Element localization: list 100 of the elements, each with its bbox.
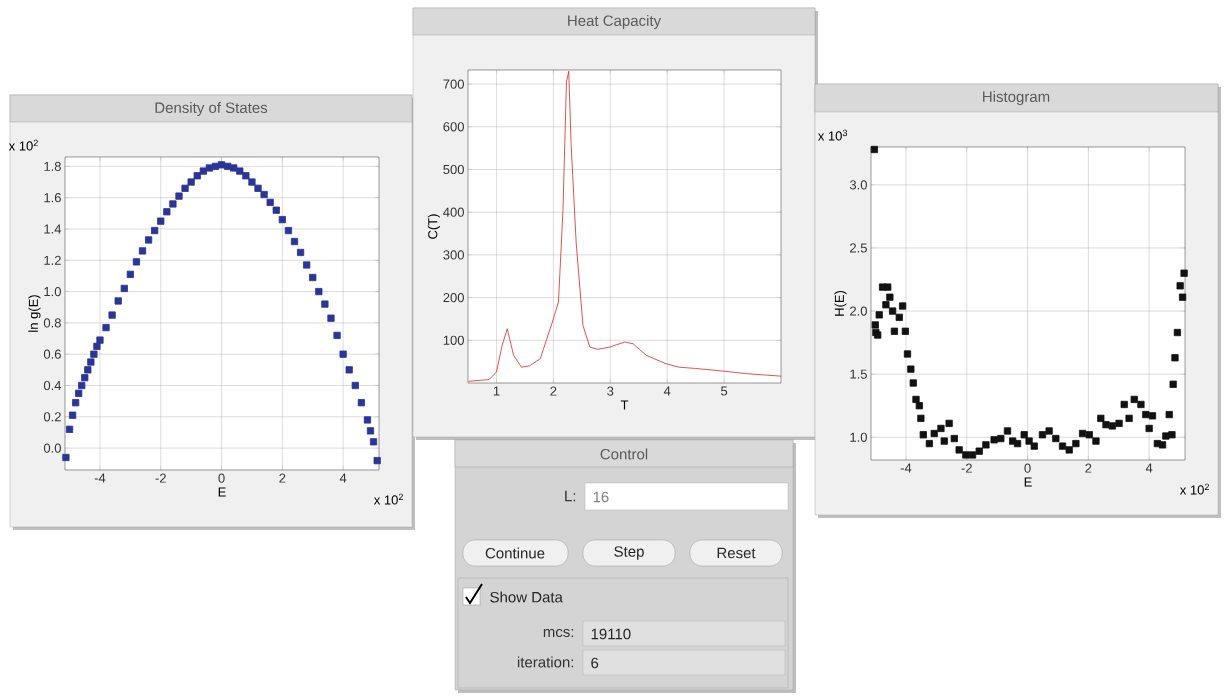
- point: [272, 206, 280, 214]
- y-tick-label: 1.0: [850, 432, 867, 442]
- y-tick-label: 1.8: [44, 161, 61, 171]
- point: [114, 297, 122, 305]
- x-tick-label: 2: [1085, 463, 1092, 473]
- point: [132, 258, 141, 266]
- point: [62, 453, 70, 462]
- point: [321, 300, 329, 308]
- x-tick-label: 5: [721, 386, 728, 396]
- y-tick-label: 1.6: [44, 193, 61, 203]
- text: 16: [593, 491, 609, 503]
- y-tick-label: 0.4: [43, 380, 62, 391]
- y-tick-label: 3.0: [849, 180, 867, 190]
- point: [309, 273, 317, 282]
- point: [369, 438, 378, 446]
- text: 6: [591, 657, 599, 669]
- point: [357, 399, 365, 407]
- point: [181, 184, 189, 192]
- x-tick-label: 4: [1145, 463, 1153, 473]
- point: [96, 336, 104, 344]
- text: x 10$^{2}$: [8, 139, 38, 151]
- text: x 10$^{3}$: [817, 129, 848, 141]
- point: [284, 226, 293, 235]
- chart-title: Histogram: [983, 91, 1050, 105]
- x-tick-label: -4: [900, 463, 912, 473]
- text: L:: [565, 490, 576, 502]
- point: [266, 198, 274, 206]
- point: [205, 164, 213, 172]
- point: [87, 358, 95, 366]
- point: [260, 190, 268, 199]
- point: [65, 425, 74, 433]
- point: [339, 350, 347, 358]
- point: [217, 161, 226, 169]
- x-tick-label: 2: [279, 473, 286, 483]
- point: [193, 172, 201, 180]
- point: [163, 208, 171, 216]
- point: [290, 237, 299, 246]
- point: [333, 331, 341, 339]
- y-tick-label: 0.6: [43, 349, 61, 359]
- text: iteration:: [517, 656, 574, 668]
- point: [108, 311, 116, 319]
- y-axis-title: H(E): [834, 290, 847, 316]
- y-axis-title: C(T): [427, 214, 440, 239]
- point: [90, 350, 98, 358]
- y-tick-label: 600: [443, 122, 464, 132]
- point: [169, 200, 177, 208]
- y-tick-label: 0.0: [43, 443, 61, 453]
- point: [351, 381, 359, 390]
- y-tick-label: 100: [443, 335, 464, 345]
- y-tick-label: 2.0: [850, 306, 867, 316]
- x-axis-title: T: [620, 400, 629, 410]
- point: [363, 416, 372, 424]
- point: [254, 184, 262, 192]
- y-tick-label: 200: [443, 292, 464, 303]
- x-tick-label: 1: [493, 386, 500, 396]
- text: Reset: [717, 547, 756, 559]
- y-tick-label: 1.5: [850, 369, 867, 379]
- text: mcs:: [543, 628, 574, 638]
- point: [345, 366, 353, 374]
- point: [278, 215, 286, 224]
- x-axis-title: E: [218, 487, 226, 497]
- text: Continue: [485, 547, 545, 559]
- point: [315, 287, 323, 296]
- y-tick-label: 1.4: [44, 224, 62, 234]
- chart-title: Density of States: [155, 102, 268, 116]
- point: [242, 172, 250, 180]
- point: [248, 178, 256, 186]
- y-tick-label: 0.8: [43, 318, 61, 328]
- x-tick-label: 4: [663, 386, 671, 396]
- y-tick-label: 1.2: [44, 255, 61, 265]
- point: [138, 247, 147, 255]
- y-tick-label: 700: [443, 79, 464, 89]
- line-series: [468, 70, 781, 382]
- text: x 10$^{2}$: [1179, 483, 1209, 495]
- y-tick-label: 400: [443, 207, 464, 217]
- point: [151, 226, 159, 235]
- chart-title: Heat Capacity: [568, 15, 662, 29]
- point: [157, 217, 165, 225]
- x-tick-label: 0: [218, 473, 225, 483]
- x-axis-title: E: [1024, 477, 1032, 487]
- x-tick-label: -2: [155, 473, 166, 483]
- point: [81, 374, 89, 382]
- point: [84, 366, 92, 374]
- point: [230, 164, 238, 172]
- point: [72, 399, 80, 407]
- x-tick-label: -4: [94, 473, 106, 483]
- text: Step: [614, 546, 644, 560]
- y-axis-title: ln g(E): [28, 295, 41, 332]
- point: [120, 284, 128, 293]
- x-tick-label: -2: [961, 463, 972, 473]
- x-tick-label: 3: [607, 386, 614, 396]
- point: [199, 167, 207, 175]
- x-tick-label: 4: [339, 473, 347, 483]
- text: x 10$^{2}$: [373, 493, 403, 505]
- y-tick-label: 1.0: [44, 286, 61, 297]
- point: [327, 314, 335, 322]
- point: [373, 457, 381, 465]
- y-tick-label: 2.5: [850, 243, 867, 253]
- point: [93, 342, 101, 350]
- point: [78, 381, 86, 390]
